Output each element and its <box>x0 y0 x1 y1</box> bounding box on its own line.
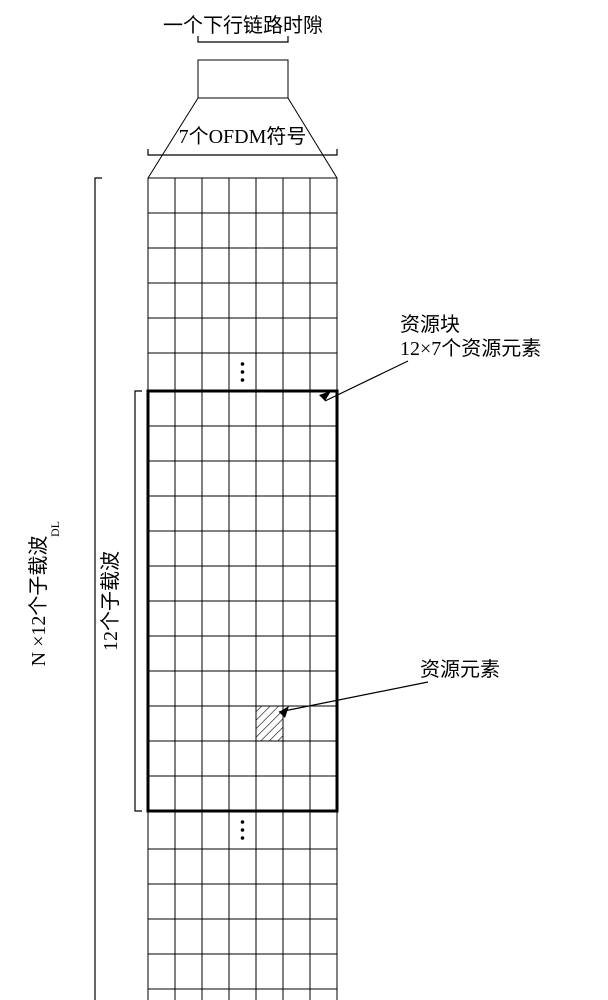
outer-subcarriers-label: N ×12个子载波 <box>27 536 50 667</box>
outer-subcarriers-sup: DL <box>48 521 62 537</box>
resource-block-label-1: 资源块 <box>400 313 460 336</box>
resource-grid-diagram: 一个下行链路时隙 7个OFDM符号 N ×12个子载波DL 12个子载波 资源块12×7… <box>0 0 608 1000</box>
resource-block-label-2: 12×7个资源元素 <box>400 337 541 360</box>
diagram-container: 一个下行链路时隙 7个OFDM符号 N ×12个子载波DL 12个子载波 资源块12×7… <box>0 0 608 1000</box>
ofdm-symbols-label: 7个OFDM符号 <box>179 125 307 148</box>
resource-element-label: 资源元素 <box>420 658 500 681</box>
inner-subcarriers-label: 12个子载波 <box>99 551 122 651</box>
top-slot-label: 一个下行链路时隙 <box>163 14 323 37</box>
